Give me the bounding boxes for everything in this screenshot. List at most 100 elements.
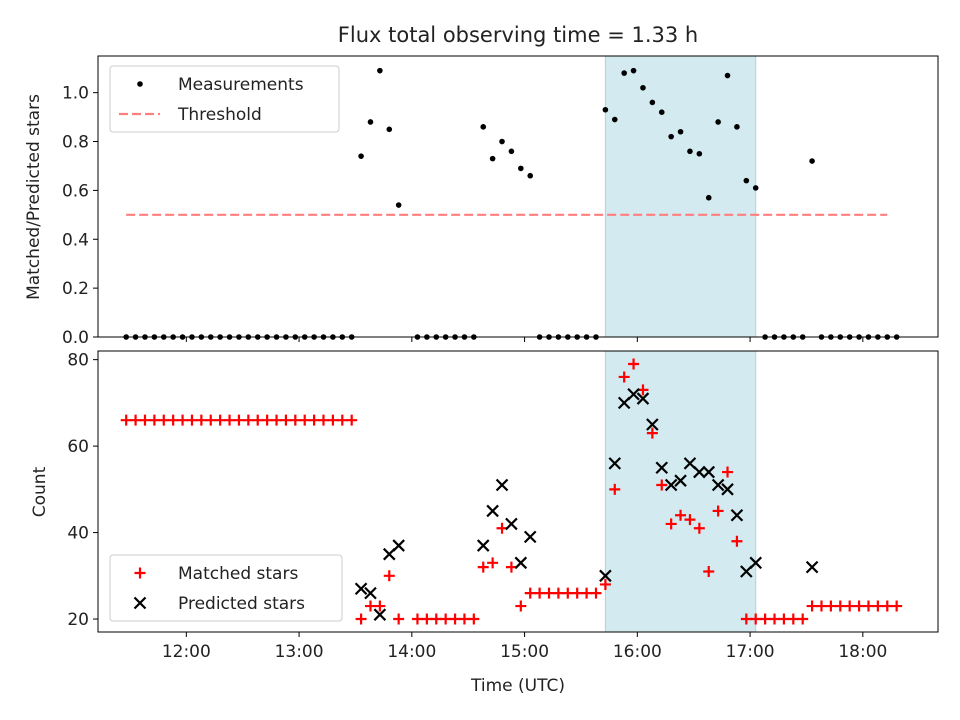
measurement-point (743, 177, 750, 184)
top-y-axis-label: Matched/Predicted stars (24, 94, 44, 300)
x-tick-label: 16:00 (613, 642, 662, 662)
predicted-star-point (505, 517, 518, 531)
matched-star-point (261, 414, 273, 426)
matched-star-point (308, 414, 320, 426)
measurement-point (724, 72, 731, 79)
matched-star-point (318, 414, 330, 426)
matched-star-point (797, 613, 809, 625)
measurement-point (367, 119, 374, 125)
top-legend: Measurements Threshold (109, 65, 340, 133)
matched-star-point (177, 414, 189, 426)
legend-box (109, 554, 343, 622)
bottom-panel-frame (97, 350, 939, 633)
matched-star-point (703, 565, 715, 577)
legend-marker (133, 596, 147, 610)
legend-label: Matched stars (178, 564, 298, 584)
matched-star-point (393, 613, 405, 625)
matched-star-point (581, 587, 593, 599)
predicted-star-point (693, 465, 706, 479)
x-tick-label: 15:00 (500, 642, 549, 662)
predicted-star-point (636, 392, 650, 405)
matched-star-point (815, 600, 827, 612)
matched-star-point (383, 570, 395, 582)
matched-star-point (862, 600, 874, 612)
matched-star-point (552, 587, 564, 599)
matched-star-point (628, 358, 640, 370)
legend-box (109, 65, 340, 133)
matched-star-point (515, 600, 527, 612)
top-panel: 0.0 0.2 0.4 0.6 0.8 1.0 Matched/Predicted sta… (24, 55, 939, 348)
matched-star-point (195, 414, 207, 426)
measurement-point (395, 202, 402, 208)
measurement-point (630, 67, 637, 74)
matched-star-point (524, 587, 536, 599)
predicted-star-point (711, 478, 725, 492)
predicted-star-point (495, 478, 509, 492)
matched-star-point (834, 600, 846, 612)
shaded-interval (604, 350, 757, 633)
legend-label: Threshold (177, 105, 262, 125)
measurement-point (527, 172, 534, 179)
x-axis-label: Time (UTC) (470, 676, 565, 696)
matched-star-point (787, 613, 799, 625)
predicted-star-point (486, 504, 499, 518)
bottom-y-axis-label: Count (30, 466, 50, 517)
matched-star-point (355, 613, 367, 625)
x-tick-label: 14:00 (387, 642, 436, 662)
matched-star-point (778, 613, 790, 625)
matched-star-point (891, 600, 903, 612)
measurement-point (752, 185, 759, 191)
predicted-star-point (599, 569, 612, 583)
matched-star-point (618, 371, 630, 383)
matched-star-point (374, 600, 386, 612)
matched-star-point (722, 466, 734, 478)
predicted-star-point (655, 461, 669, 475)
matched-star-point (571, 587, 583, 599)
matched-star-point (421, 613, 433, 625)
matched-star-point (242, 414, 254, 426)
predicted-star-point (364, 586, 377, 600)
matched-star-point (806, 600, 818, 612)
predicted-star-point (373, 608, 387, 621)
top-y-tick-label: 0.2 (62, 279, 89, 299)
legend-label: Measurements (178, 75, 304, 95)
predicted-star-point (702, 465, 716, 479)
measurement-point (658, 109, 665, 115)
predicted-star-point (730, 508, 744, 522)
matched-star-point (252, 414, 264, 426)
measurement-point (621, 70, 627, 76)
matched-star-point (750, 613, 762, 625)
top-y-tick-label: 0.6 (62, 181, 89, 201)
top-y-tick-label: 0.4 (62, 230, 89, 250)
measurement-point (668, 133, 674, 140)
matched-star-point (543, 587, 555, 599)
legend-marker (137, 81, 143, 87)
matched-star-point (853, 600, 865, 612)
matched-star-point (458, 613, 470, 625)
x-tick-label: 13:00 (275, 642, 324, 662)
matched-star-point (346, 414, 358, 426)
x-tick-label: 18:00 (838, 642, 887, 662)
matched-star-point (590, 587, 602, 599)
bottom-y-tick-label: 40 (67, 524, 89, 544)
measurement-point (377, 67, 383, 74)
matched-star-point (214, 414, 226, 426)
matched-star-point (844, 600, 856, 612)
matched-star-point (336, 414, 348, 426)
measurement-point (734, 124, 740, 130)
matched-star-point (158, 414, 170, 426)
measurement-point (386, 126, 393, 133)
measurement-point (480, 124, 487, 130)
measurement-point (715, 119, 721, 125)
predicted-star-point (674, 474, 687, 487)
measurement-point (640, 84, 646, 91)
matched-star-point (675, 509, 687, 521)
measurement-point (696, 150, 703, 157)
chart-title: Flux total observing time = 1.33 h (338, 23, 698, 47)
top-y-tick-label: 0.0 (62, 328, 89, 348)
matched-star-point (130, 414, 142, 426)
measurement-point (602, 106, 609, 113)
matched-star-point (881, 600, 893, 612)
legend-label: Predicted stars (178, 594, 305, 614)
matched-star-point (731, 535, 743, 547)
